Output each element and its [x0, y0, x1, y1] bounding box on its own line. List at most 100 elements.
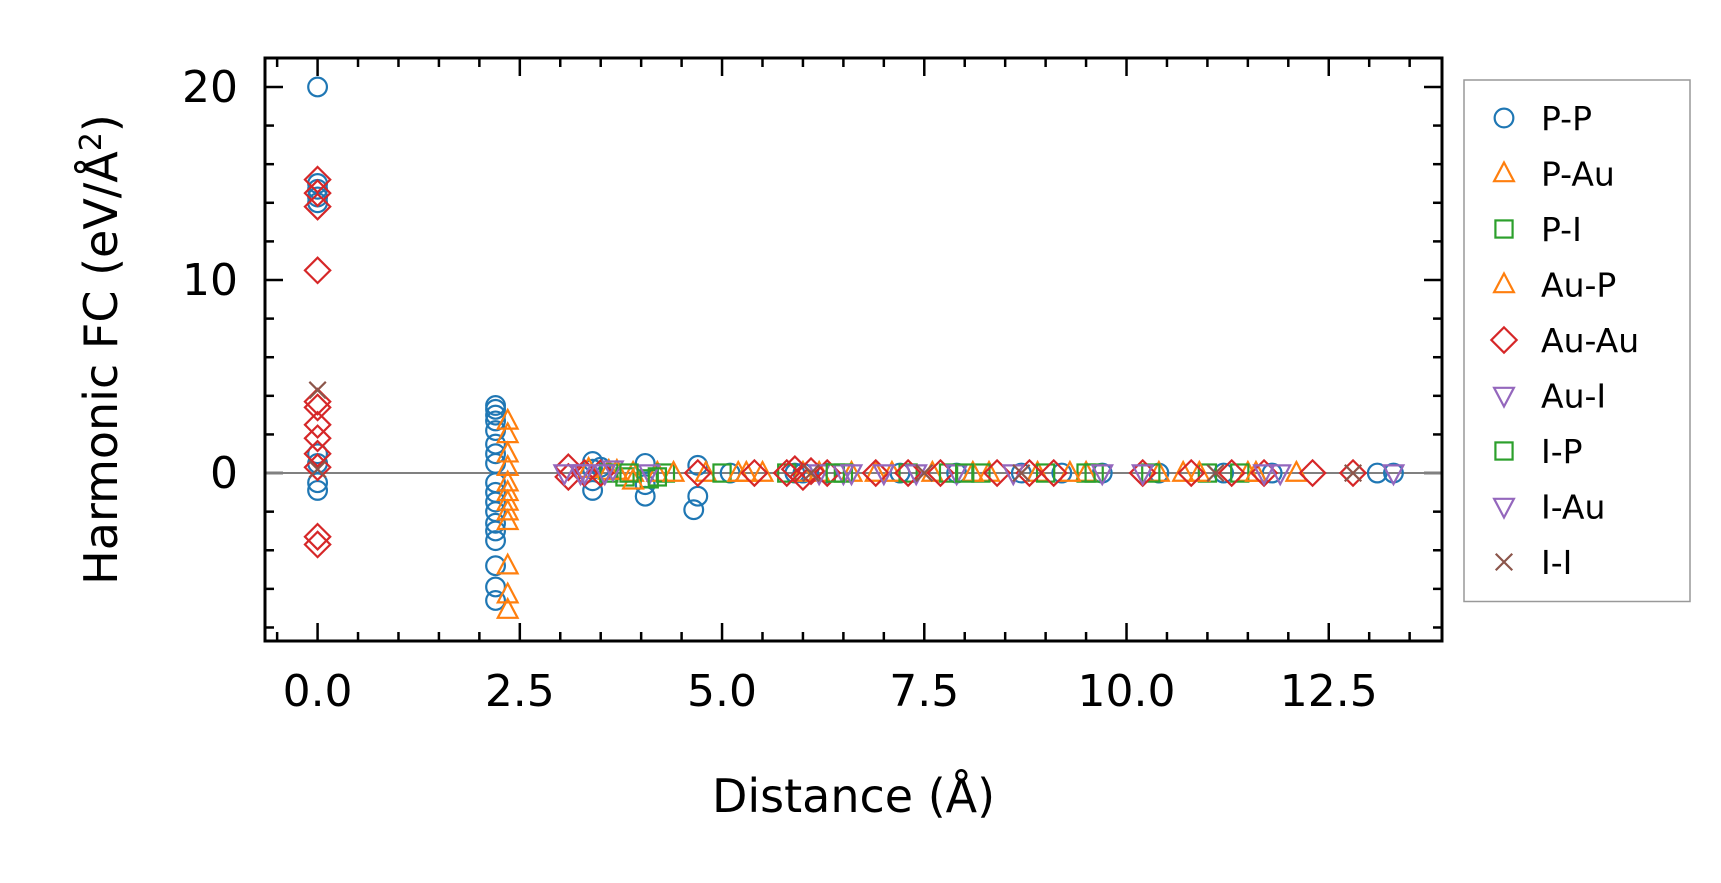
- legend-label: P-P: [1541, 99, 1592, 138]
- data-point: [1252, 464, 1276, 487]
- data-point: [661, 459, 686, 482]
- data-point: [303, 410, 332, 439]
- data-point: [772, 458, 801, 488]
- y-tick-label: 0: [210, 448, 238, 499]
- data-point: [1381, 464, 1406, 487]
- data-point: [1171, 459, 1195, 482]
- y-axis-label: Harmonic FC (eV/Å2): [74, 114, 128, 585]
- data-point: [750, 459, 775, 482]
- data-point: [485, 512, 506, 534]
- data-point: [915, 464, 934, 483]
- tick-labels: 0.0 2.5 5.0 7.5 10.0 12.5 0 10 20: [182, 62, 1378, 717]
- series-Au-Au: [303, 165, 1368, 559]
- data-point: [303, 424, 332, 453]
- y-tick-label: 10: [182, 255, 238, 306]
- data-point: [307, 472, 329, 494]
- legend: P-P P-Au P-I Au-P Au-Au Au-I I-P I-Au I-I: [1463, 79, 1691, 603]
- x-tick-label: 2.5: [485, 666, 555, 717]
- data-point: [554, 462, 583, 492]
- legend-marker: [1493, 107, 1515, 129]
- data-point: [495, 596, 520, 619]
- legend-marker: [1494, 219, 1514, 239]
- data-point: [683, 458, 712, 488]
- data-point: [740, 458, 769, 488]
- legend-label: I-I: [1541, 543, 1572, 582]
- x-tick-label: 0.0: [283, 666, 353, 717]
- x-tick-label: 5.0: [687, 666, 757, 717]
- legend-label: Au-Au: [1541, 321, 1639, 360]
- data-point: [303, 165, 332, 194]
- data-point: [485, 443, 506, 465]
- data-point: [308, 460, 327, 479]
- data-point: [495, 407, 520, 430]
- legend-item: P-P: [1493, 99, 1592, 138]
- data-point: [864, 459, 888, 482]
- data-point: [712, 463, 732, 483]
- data-point: [825, 463, 845, 483]
- data-point: [303, 393, 332, 422]
- data-point: [485, 555, 506, 577]
- data-point: [601, 460, 625, 483]
- data-point: [308, 381, 327, 400]
- legend-item: Au-Au: [1489, 321, 1639, 360]
- x-axis-label: Distance (Å): [712, 769, 995, 823]
- legend-label: Au-P: [1541, 266, 1616, 305]
- data-point: [1090, 464, 1114, 487]
- data-point: [485, 410, 506, 432]
- legend-item: I-Au: [1492, 488, 1605, 527]
- data-point: [485, 590, 506, 611]
- data-point: [687, 485, 709, 507]
- data-point: [495, 498, 520, 521]
- data-point: [495, 453, 520, 477]
- data-point: [1230, 463, 1250, 483]
- data-point: [619, 463, 639, 483]
- data-point: [303, 256, 332, 285]
- data-point: [568, 464, 593, 487]
- data-point: [1051, 462, 1073, 484]
- data-point: [1187, 459, 1212, 482]
- plot-frame: [263, 56, 1444, 643]
- data-point: [303, 439, 332, 468]
- data-point: [552, 464, 577, 487]
- legend-marker: [1489, 325, 1519, 355]
- data-point: [303, 453, 332, 482]
- data-point: [1206, 464, 1225, 483]
- data-point: [582, 479, 604, 501]
- legend-marker: [1492, 271, 1516, 294]
- data-point: [303, 522, 332, 551]
- legend-marker: [1494, 552, 1514, 572]
- legend-marker: [1492, 386, 1516, 409]
- data-point: [495, 581, 520, 604]
- data-point: [637, 464, 661, 487]
- data-point: [872, 464, 896, 487]
- legend-label: P-I: [1541, 210, 1582, 249]
- data-point: [1338, 458, 1368, 488]
- x-tick-label: 10.0: [1078, 666, 1176, 717]
- data-point: [307, 443, 329, 465]
- series-I-I: [308, 381, 1363, 483]
- legend-item: Au-I: [1492, 377, 1606, 416]
- legend-marker: [1492, 497, 1516, 520]
- data-point: [683, 499, 705, 521]
- data-point: [634, 485, 656, 507]
- series-P-P: [307, 76, 1404, 611]
- legend-label: I-Au: [1541, 488, 1605, 527]
- data-point: [1217, 458, 1246, 488]
- data-markers: [303, 76, 1406, 619]
- data-point: [554, 453, 583, 482]
- data-point: [1039, 458, 1068, 488]
- data-point: [861, 458, 890, 488]
- legend-label: I-P: [1541, 432, 1583, 471]
- legend-item: P-I: [1494, 210, 1582, 249]
- data-point: [1244, 459, 1268, 482]
- y-tick-label: 20: [182, 62, 238, 113]
- data-point: [893, 458, 923, 488]
- data-point: [1130, 464, 1155, 487]
- legend-marker: [1494, 441, 1514, 461]
- data-point: [802, 464, 821, 483]
- x-tick-label: 7.5: [889, 666, 959, 717]
- data-point: [1268, 464, 1292, 487]
- data-point: [485, 520, 506, 542]
- legend-label: Au-I: [1541, 377, 1606, 416]
